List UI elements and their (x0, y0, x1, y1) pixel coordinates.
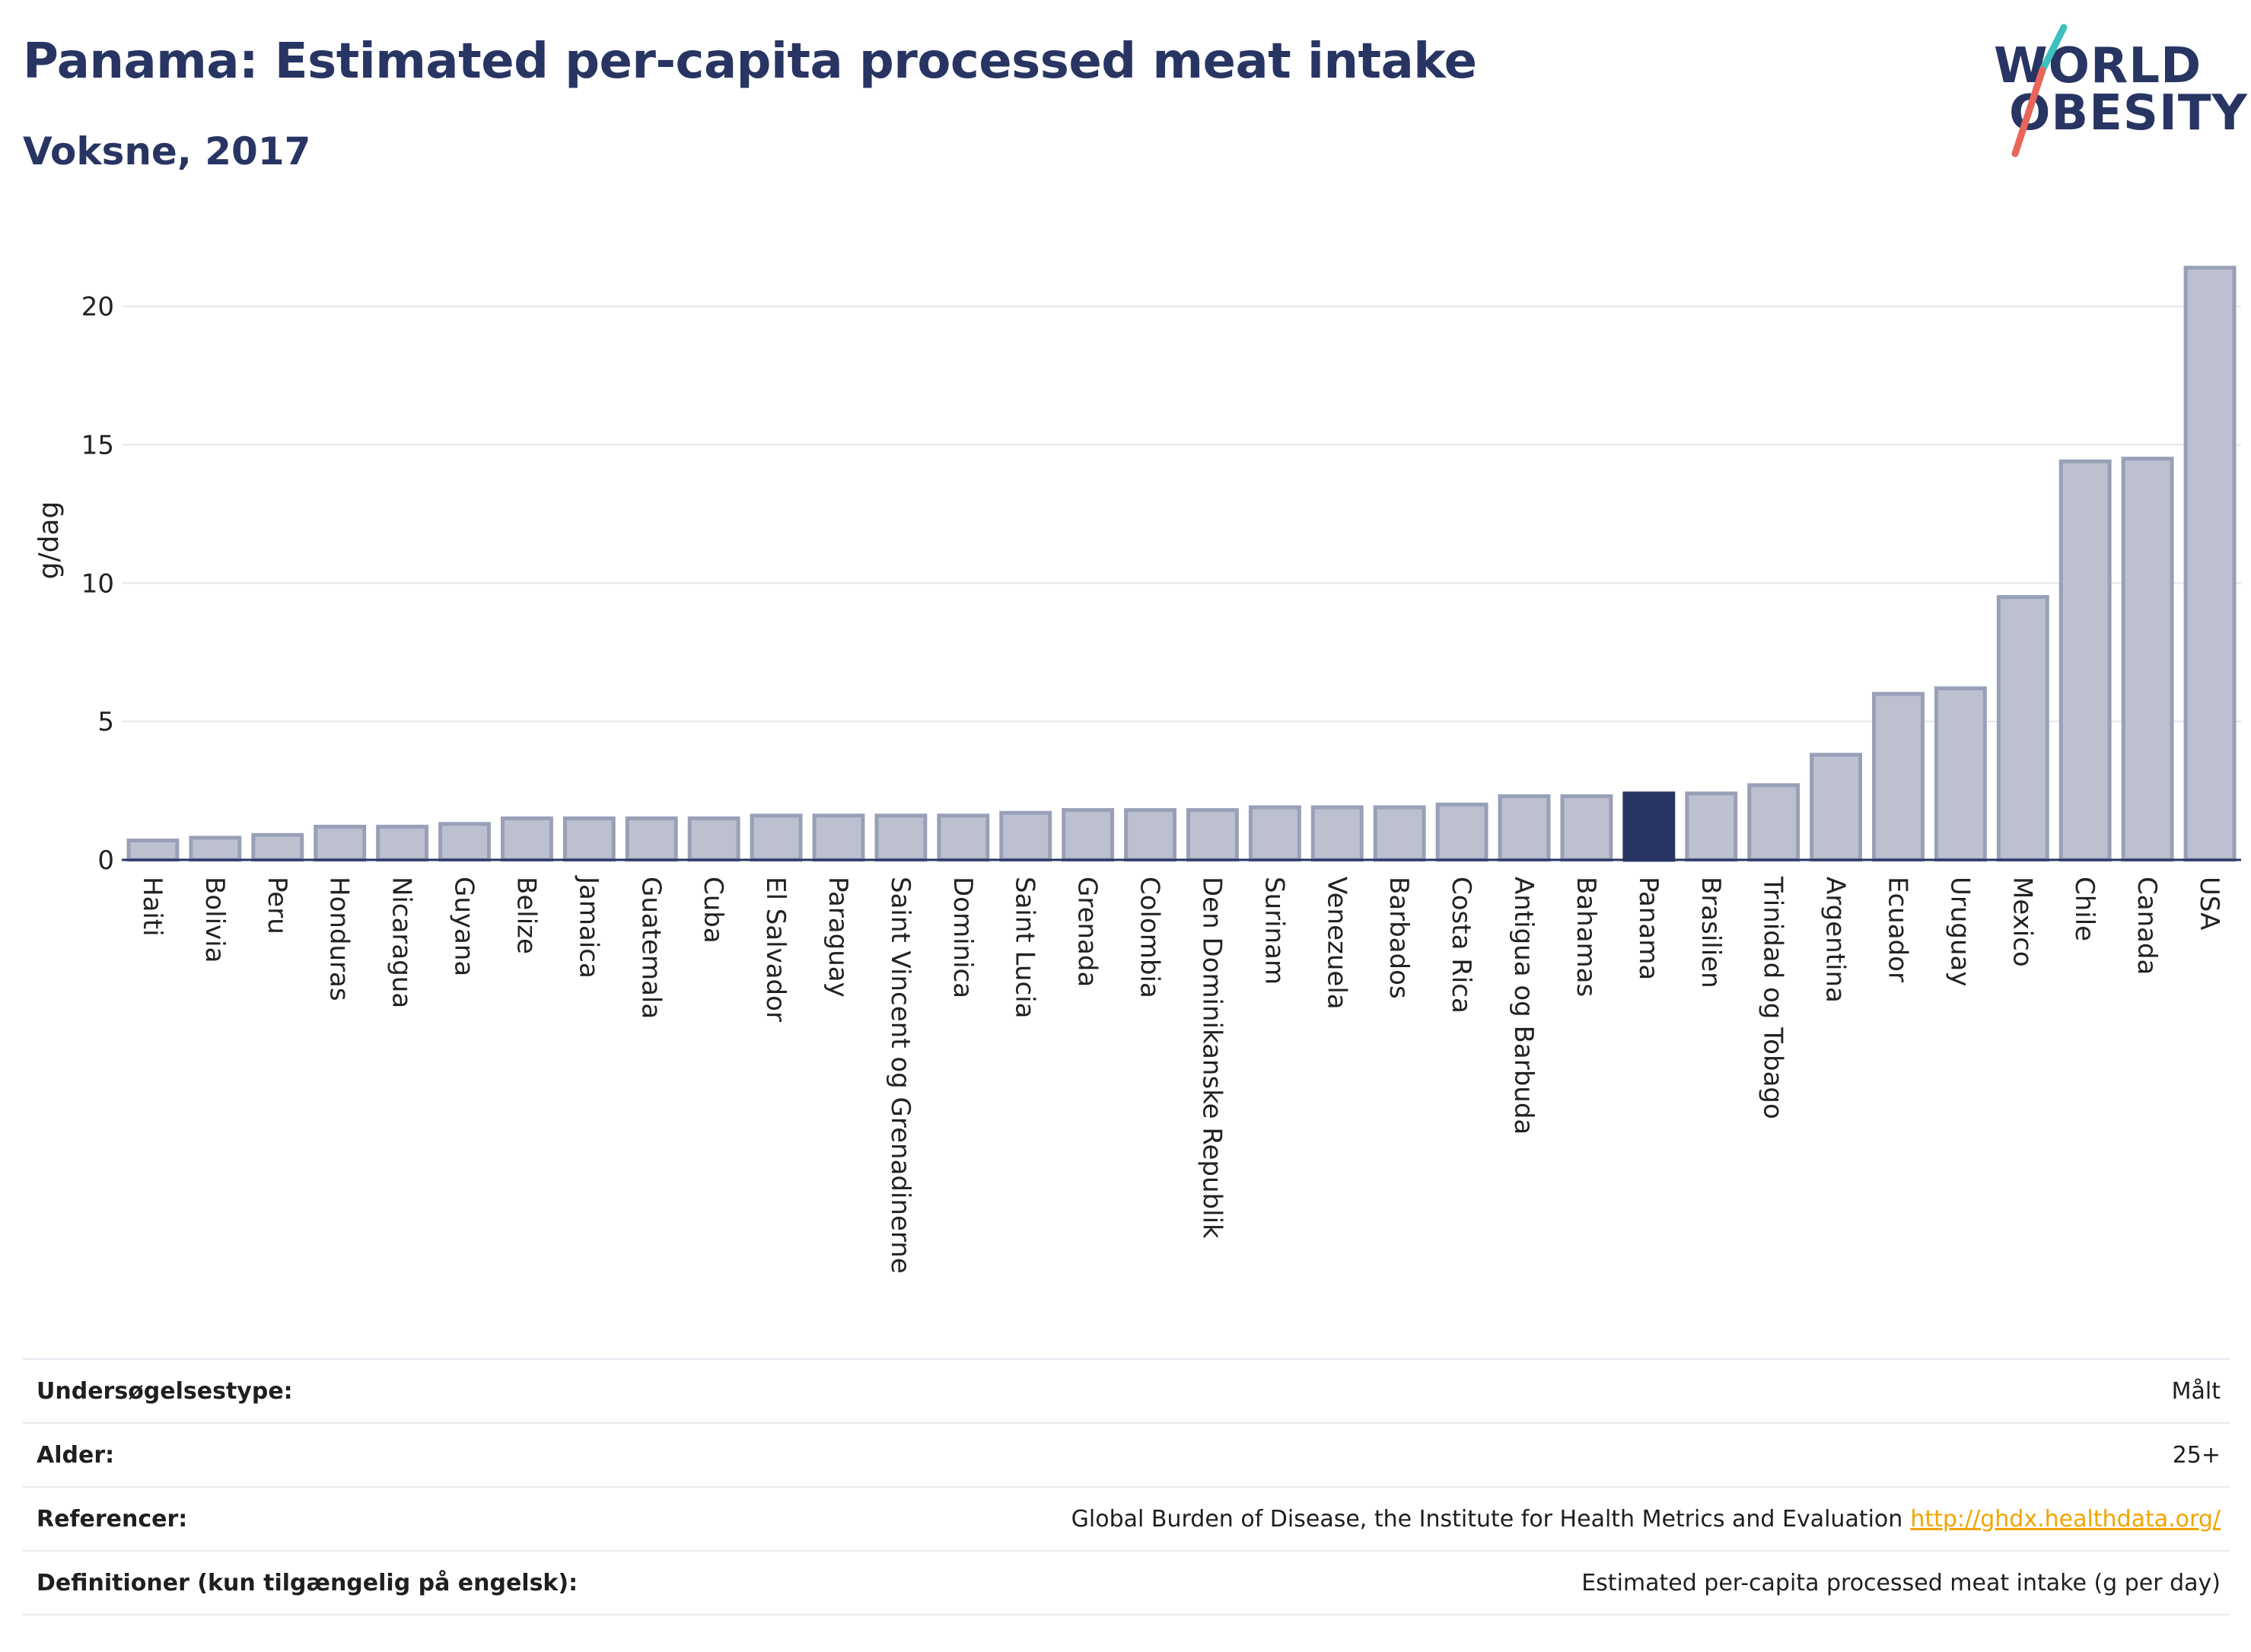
y-tick-label: 20 (81, 292, 114, 323)
bar-argentina (1810, 753, 1863, 862)
detail-value: Estimated per-capita processed meat inta… (1581, 1569, 2221, 1596)
bar-brasilien (1685, 791, 1738, 862)
detail-key: Alder: (37, 1441, 115, 1469)
bar-saint-vincent-og-grenadinerne (874, 813, 928, 862)
bar-guatemala (625, 816, 678, 862)
bar-honduras (314, 824, 367, 862)
x-tick-label: Uruguay (1944, 877, 1975, 987)
x-tick-label: USA (2194, 877, 2224, 930)
bar-uruguay (1934, 686, 1987, 862)
x-tick-label: Guyana (449, 877, 479, 976)
bar-saint-lucia (999, 810, 1052, 862)
chart-title: Panama: Estimated per-capita processed m… (23, 33, 1477, 90)
logo-line-2: OBESITY (2009, 85, 2248, 142)
x-tick-label: Grenada (1072, 877, 1103, 987)
x-tick-label: Bahamas (1571, 877, 1601, 997)
y-tick-label: 5 (97, 707, 114, 737)
y-tick-label: 10 (81, 568, 114, 599)
detail-value: 25+ (2172, 1441, 2221, 1469)
x-tick-label: Guatemala (635, 877, 666, 1019)
chart-subtitle: Voksne, 2017 (23, 129, 311, 173)
x-tick-label: Dominica (947, 877, 978, 998)
x-tick-label: Chile (2069, 877, 2100, 941)
x-tick-label: Paraguay (823, 877, 853, 998)
y-axis-label: g/dag (33, 501, 65, 580)
bar-colombia (1124, 808, 1176, 862)
bar-panama (1622, 791, 1676, 862)
x-tick-label: Jamaica (573, 875, 603, 979)
x-tick-label: Panama (1633, 877, 1664, 980)
x-tick-label: Trinidad og Tobago (1758, 876, 1788, 1119)
world-obesity-logo: WORLD OBESITY (1979, 23, 2247, 160)
reference-link[interactable]: http://ghdx.healthdata.org/ (1910, 1505, 2221, 1533)
x-tick-label: Antigua og Barbuda (1508, 877, 1539, 1135)
x-tick-label: Saint Vincent og Grenadinerne (885, 877, 915, 1274)
x-tick-label: Barbados (1383, 877, 1414, 999)
bar-surinam (1248, 805, 1301, 862)
bar-jamaica (562, 816, 616, 862)
bar-bahamas (1560, 794, 1613, 862)
bar-cuba (687, 816, 740, 862)
logo-line-1: WORLD (1994, 38, 2202, 94)
details-table: Undersøgelsestype: Målt Alder: 25+ Refer… (23, 1358, 2230, 1615)
x-tick-label: Saint Lucia (1010, 877, 1040, 1018)
detail-key: Undersøgelsestype: (37, 1377, 293, 1405)
detail-row-age: Alder: 25+ (23, 1422, 2230, 1486)
bar-antigua-og-barbuda (1498, 794, 1551, 862)
bar-grenada (1062, 808, 1115, 862)
detail-key: Definitioner (kun tilgængelig på engelsk… (37, 1569, 578, 1596)
detail-value: Global Burden of Disease, the Institute … (1071, 1505, 1903, 1533)
bar-trinidad-og-tobago (1747, 783, 1800, 862)
y-tick-label: 15 (81, 431, 114, 461)
detail-row-definitions: Definitioner (kun tilgængelig på engelsk… (23, 1550, 2230, 1615)
bar-mexico (1996, 595, 2049, 862)
bar-guyana (438, 822, 491, 862)
bar-el-salvador (750, 813, 803, 862)
bar-costa-rica (1435, 802, 1488, 862)
x-tick-label: Belize (511, 877, 541, 954)
bar-canada (2121, 457, 2174, 862)
detail-row-survey-type: Undersøgelsestype: Målt (23, 1358, 2230, 1422)
bar-belize (500, 816, 553, 862)
x-tick-label: Brasilien (1695, 877, 1726, 988)
bar-barbados (1373, 805, 1426, 862)
y-tick-label: 0 (97, 845, 114, 876)
x-tick-label: El Salvador (760, 877, 791, 1022)
detail-key: Referencer: (37, 1505, 188, 1533)
bar-bolivia (189, 836, 242, 862)
detail-row-references: Referencer: Global Burden of Disease, th… (23, 1486, 2230, 1550)
x-tick-label: Bolivia (199, 877, 230, 963)
x-tick-label: Ecuador (1882, 877, 1912, 982)
bar-haiti (126, 839, 180, 862)
logo-slash-icon (2011, 24, 2068, 158)
x-tick-label: Den Dominikanske Republik (1196, 877, 1227, 1239)
x-tick-label: Argentina (1820, 877, 1851, 1003)
detail-value: Målt (2171, 1377, 2221, 1405)
bar-venezuela (1310, 805, 1364, 862)
detail-value-container: Global Burden of Disease, the Institute … (1071, 1506, 2230, 1533)
bar-paraguay (812, 813, 865, 862)
x-tick-label: Venezuela (1321, 877, 1352, 1010)
bar-chile (2058, 459, 2112, 862)
x-tick-label: Nicaragua (387, 877, 417, 1008)
x-tick-label: Canada (2132, 877, 2162, 975)
bar-den-dominikanske-republik (1186, 808, 1239, 862)
bar-chart: 0 5 10 15 20 g/dag Haiti Bolivia Peru Honduras Nic… (33, 266, 2241, 1274)
x-tick-label: Colombia (1135, 877, 1165, 998)
x-tick-label: Haiti (137, 877, 167, 937)
x-tick-label: Peru (262, 877, 292, 934)
bar-nicaragua (376, 824, 429, 862)
bar-usa (2183, 266, 2237, 862)
x-tick-label: Surinam (1259, 877, 1289, 985)
x-tick-label: Mexico (2007, 877, 2037, 967)
x-tick-label: Costa Rica (1446, 877, 1476, 1014)
bar-ecuador (1872, 692, 1925, 862)
bar-dominica (937, 813, 990, 862)
x-tick-label: Cuba (698, 877, 728, 944)
bar-peru (251, 832, 304, 862)
x-tick-label: Honduras (324, 877, 355, 1001)
